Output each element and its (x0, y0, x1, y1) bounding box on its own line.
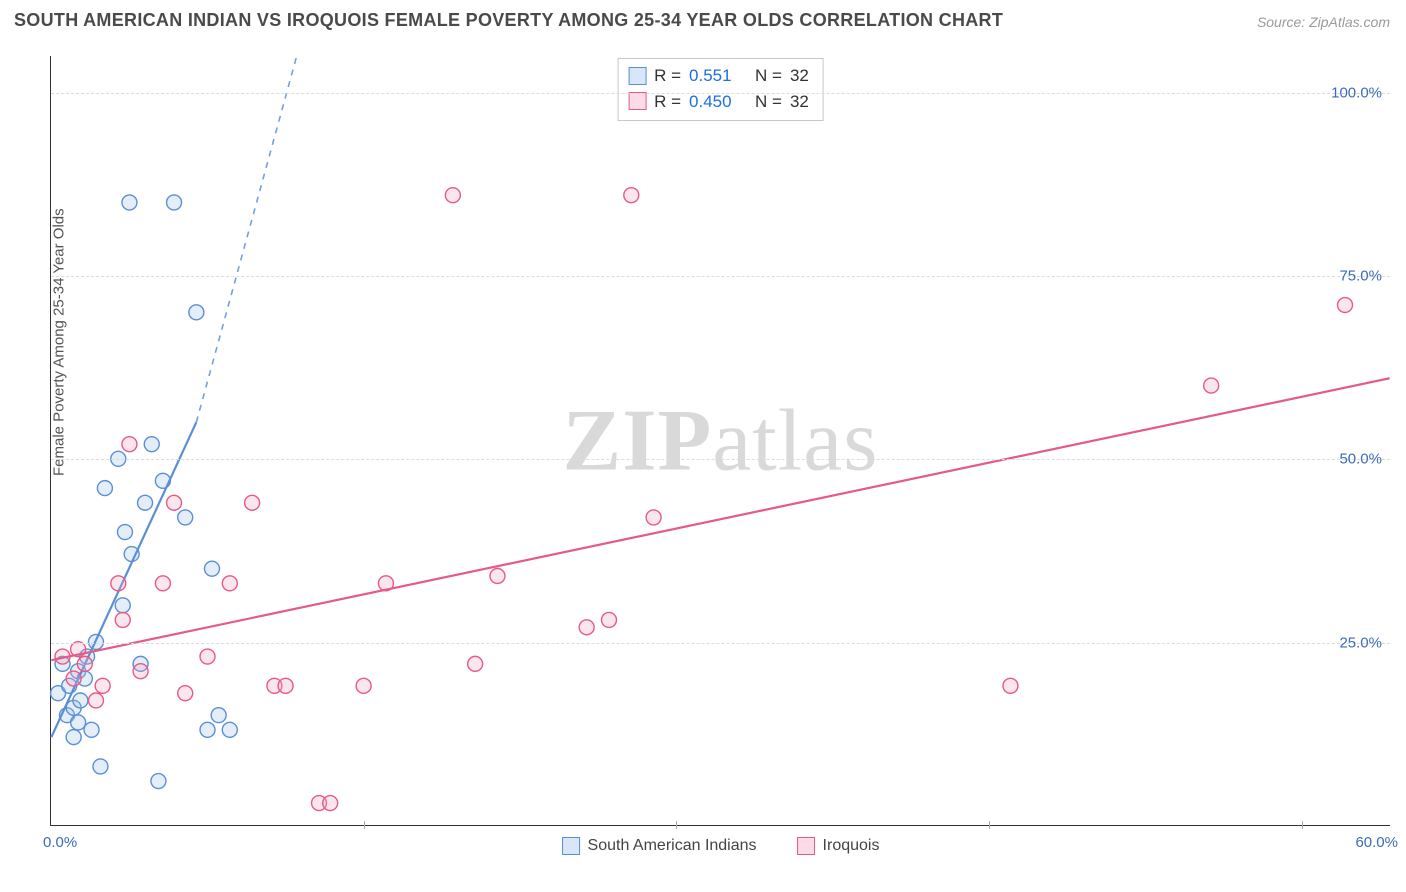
sai-marker (115, 598, 130, 613)
irq-marker (88, 693, 103, 708)
legend-series-item: South American Indians (562, 837, 757, 855)
irq-marker (646, 510, 661, 525)
irq-marker (155, 576, 170, 591)
sai-trendline-extrapolated (196, 56, 296, 422)
legend-series-label: South American Indians (588, 837, 757, 855)
irq-marker (490, 569, 505, 584)
irq-marker (122, 437, 137, 452)
irq-marker (601, 612, 616, 627)
irq-marker (445, 188, 460, 203)
sai-marker (204, 561, 219, 576)
irq-marker (323, 796, 338, 811)
sai-marker (122, 195, 137, 210)
irq-marker (278, 678, 293, 693)
sai-marker (71, 715, 86, 730)
irq-marker (356, 678, 371, 693)
sai-marker (151, 774, 166, 789)
legend-swatch-icon (628, 92, 646, 110)
gridline (51, 643, 1390, 644)
irq-marker (624, 188, 639, 203)
legend-series: South American Indians Iroquois (562, 837, 880, 855)
y-tick-label: 100.0% (1331, 84, 1382, 101)
sai-marker (138, 495, 153, 510)
y-tick-label: 75.0% (1339, 268, 1382, 285)
legend-correlation-row: R = 0.551 N = 32 (628, 63, 809, 89)
sai-marker (144, 437, 159, 452)
legend-n-value: 32 (790, 63, 809, 89)
y-tick-label: 25.0% (1339, 634, 1382, 651)
legend-r-value: 0.551 (689, 63, 747, 89)
scatter-svg (51, 56, 1390, 825)
irq-marker (1003, 678, 1018, 693)
irq-marker (111, 576, 126, 591)
sai-marker (117, 525, 132, 540)
x-axis-min-label: 0.0% (43, 834, 77, 851)
sai-marker (73, 693, 88, 708)
gridline (51, 459, 1390, 460)
sai-marker (97, 481, 112, 496)
sai-marker (211, 708, 226, 723)
chart-title: SOUTH AMERICAN INDIAN VS IROQUOIS FEMALE… (14, 10, 1003, 31)
legend-n-label: N = (755, 63, 782, 89)
legend-correlation-box: R =0.551N =32R =0.450N =32 (617, 58, 824, 121)
source-attribution: Source: ZipAtlas.com (1257, 14, 1390, 30)
x-axis-max-label: 60.0% (1355, 834, 1398, 851)
legend-swatch-icon (628, 67, 646, 85)
irq-marker (245, 495, 260, 510)
sai-marker (222, 722, 237, 737)
irq-marker (66, 671, 81, 686)
sai-marker (93, 759, 108, 774)
irq-marker (133, 664, 148, 679)
legend-swatch-icon (797, 837, 815, 855)
gridline (51, 276, 1390, 277)
irq-marker (167, 495, 182, 510)
irq-marker (95, 678, 110, 693)
y-tick-label: 50.0% (1339, 451, 1382, 468)
irq-marker (115, 612, 130, 627)
irq-marker (200, 649, 215, 664)
irq-marker (468, 656, 483, 671)
x-tick (989, 821, 990, 829)
legend-r-label: R = (654, 63, 681, 89)
sai-marker (167, 195, 182, 210)
irq-marker (1338, 298, 1353, 313)
x-tick (1302, 821, 1303, 829)
gridline (51, 93, 1390, 94)
x-tick (676, 821, 677, 829)
legend-swatch-icon (562, 837, 580, 855)
irq-marker (222, 576, 237, 591)
irq-marker (1204, 378, 1219, 393)
legend-series-label: Iroquois (823, 837, 880, 855)
sai-marker (84, 722, 99, 737)
irq-marker (77, 656, 92, 671)
sai-marker (66, 730, 81, 745)
irq-trendline (51, 378, 1389, 660)
sai-marker (178, 510, 193, 525)
sai-marker (189, 305, 204, 320)
sai-marker (200, 722, 215, 737)
irq-marker (579, 620, 594, 635)
x-tick (364, 821, 365, 829)
plot-area: Female Poverty Among 25-34 Year Olds ZIP… (50, 56, 1390, 826)
irq-marker (178, 686, 193, 701)
legend-series-item: Iroquois (797, 837, 880, 855)
